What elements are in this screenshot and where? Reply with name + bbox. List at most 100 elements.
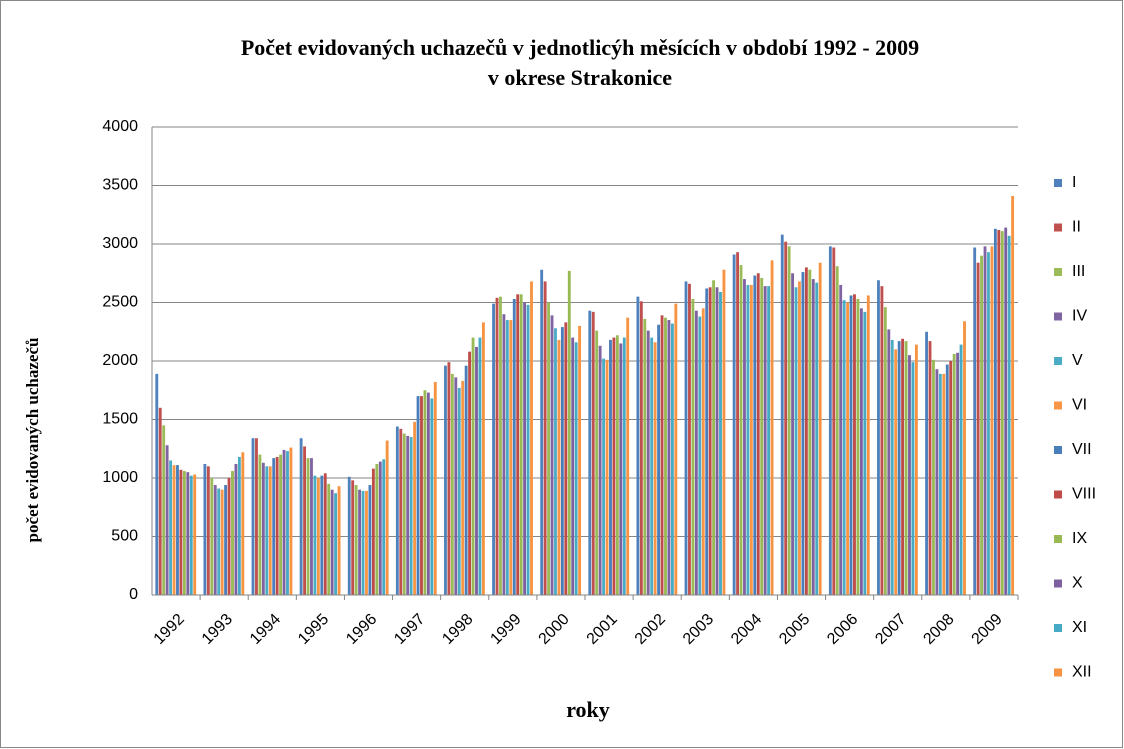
legend-swatch — [1054, 624, 1062, 632]
bar — [1000, 231, 1004, 595]
bar — [615, 335, 619, 595]
bar — [756, 273, 760, 595]
bar — [186, 472, 190, 595]
legend-swatch — [1054, 535, 1062, 543]
bar — [375, 463, 379, 595]
bar — [602, 358, 606, 595]
bar — [842, 300, 846, 595]
bar — [694, 310, 698, 595]
bar — [859, 308, 863, 595]
bar — [231, 470, 234, 595]
bar — [162, 425, 166, 595]
bar — [908, 355, 911, 595]
bar — [780, 234, 784, 595]
y-tick-label: 500 — [111, 528, 138, 545]
bar — [495, 297, 499, 595]
bar — [330, 489, 334, 595]
bar — [481, 322, 485, 595]
bar — [973, 247, 977, 595]
bar — [316, 478, 320, 595]
bar — [646, 330, 650, 595]
bar — [461, 380, 465, 595]
bar — [557, 339, 561, 595]
bar — [894, 349, 898, 595]
bar — [619, 343, 623, 595]
bar — [413, 421, 417, 595]
legend-swatch — [1054, 401, 1062, 410]
bar — [956, 352, 960, 595]
bar — [736, 252, 739, 595]
bar — [880, 286, 884, 595]
bar — [176, 465, 179, 595]
bar — [897, 341, 901, 595]
bar — [574, 342, 578, 595]
bar — [609, 339, 612, 595]
legend-swatch — [1054, 312, 1062, 321]
y-tick-label: 0 — [129, 586, 138, 603]
bar — [189, 475, 193, 595]
bar — [997, 229, 1001, 595]
bar — [763, 286, 767, 595]
bar — [323, 473, 327, 595]
y-tick-label: 3500 — [102, 177, 138, 194]
y-tick-label: 4000 — [102, 118, 138, 135]
y-tick-label: 2000 — [102, 352, 138, 369]
bar — [179, 469, 183, 595]
bar — [547, 302, 551, 595]
bar — [1011, 196, 1015, 595]
legend-swatch — [1054, 490, 1062, 499]
bar — [303, 446, 306, 595]
bar — [351, 480, 355, 595]
bar — [1007, 235, 1011, 595]
bar — [784, 241, 788, 595]
bar — [832, 247, 836, 595]
legend-label: XI — [1072, 619, 1087, 636]
bar — [227, 478, 231, 595]
bar — [530, 281, 533, 595]
bar — [753, 275, 757, 595]
bar — [688, 283, 691, 595]
bar — [791, 273, 795, 595]
bar — [925, 331, 928, 595]
bar — [928, 341, 932, 595]
bar — [963, 321, 966, 595]
bar — [914, 344, 918, 595]
bar — [505, 320, 509, 595]
bar — [863, 311, 867, 595]
bar — [818, 262, 822, 595]
bar — [598, 345, 602, 595]
bar — [430, 398, 434, 595]
bar — [811, 279, 815, 595]
bar — [578, 325, 582, 595]
bar — [550, 315, 554, 595]
bar — [402, 433, 406, 595]
bar — [523, 302, 527, 595]
bar — [423, 390, 427, 595]
bar — [457, 387, 461, 595]
bar — [347, 476, 351, 595]
bar — [794, 287, 798, 595]
bar — [980, 255, 984, 595]
bar — [945, 364, 949, 595]
legend-label: VIII — [1072, 486, 1096, 503]
bar — [605, 359, 609, 595]
legend-label: XII — [1072, 664, 1092, 681]
bar — [237, 456, 241, 595]
bar — [516, 294, 520, 595]
chart-title: Počet evidovaných uchazečů v jednotlicýh… — [241, 35, 919, 60]
bar — [310, 458, 313, 595]
bar — [193, 474, 197, 595]
bar — [526, 304, 530, 595]
bar — [337, 486, 341, 595]
bar — [722, 269, 726, 595]
bar — [169, 460, 173, 595]
bar — [251, 438, 255, 595]
legend-swatch — [1054, 268, 1062, 276]
bar — [409, 437, 413, 595]
bar — [815, 282, 819, 595]
bar — [385, 440, 389, 595]
bar — [798, 281, 801, 595]
bar — [444, 365, 447, 595]
bar — [241, 452, 245, 595]
bar — [787, 246, 791, 595]
